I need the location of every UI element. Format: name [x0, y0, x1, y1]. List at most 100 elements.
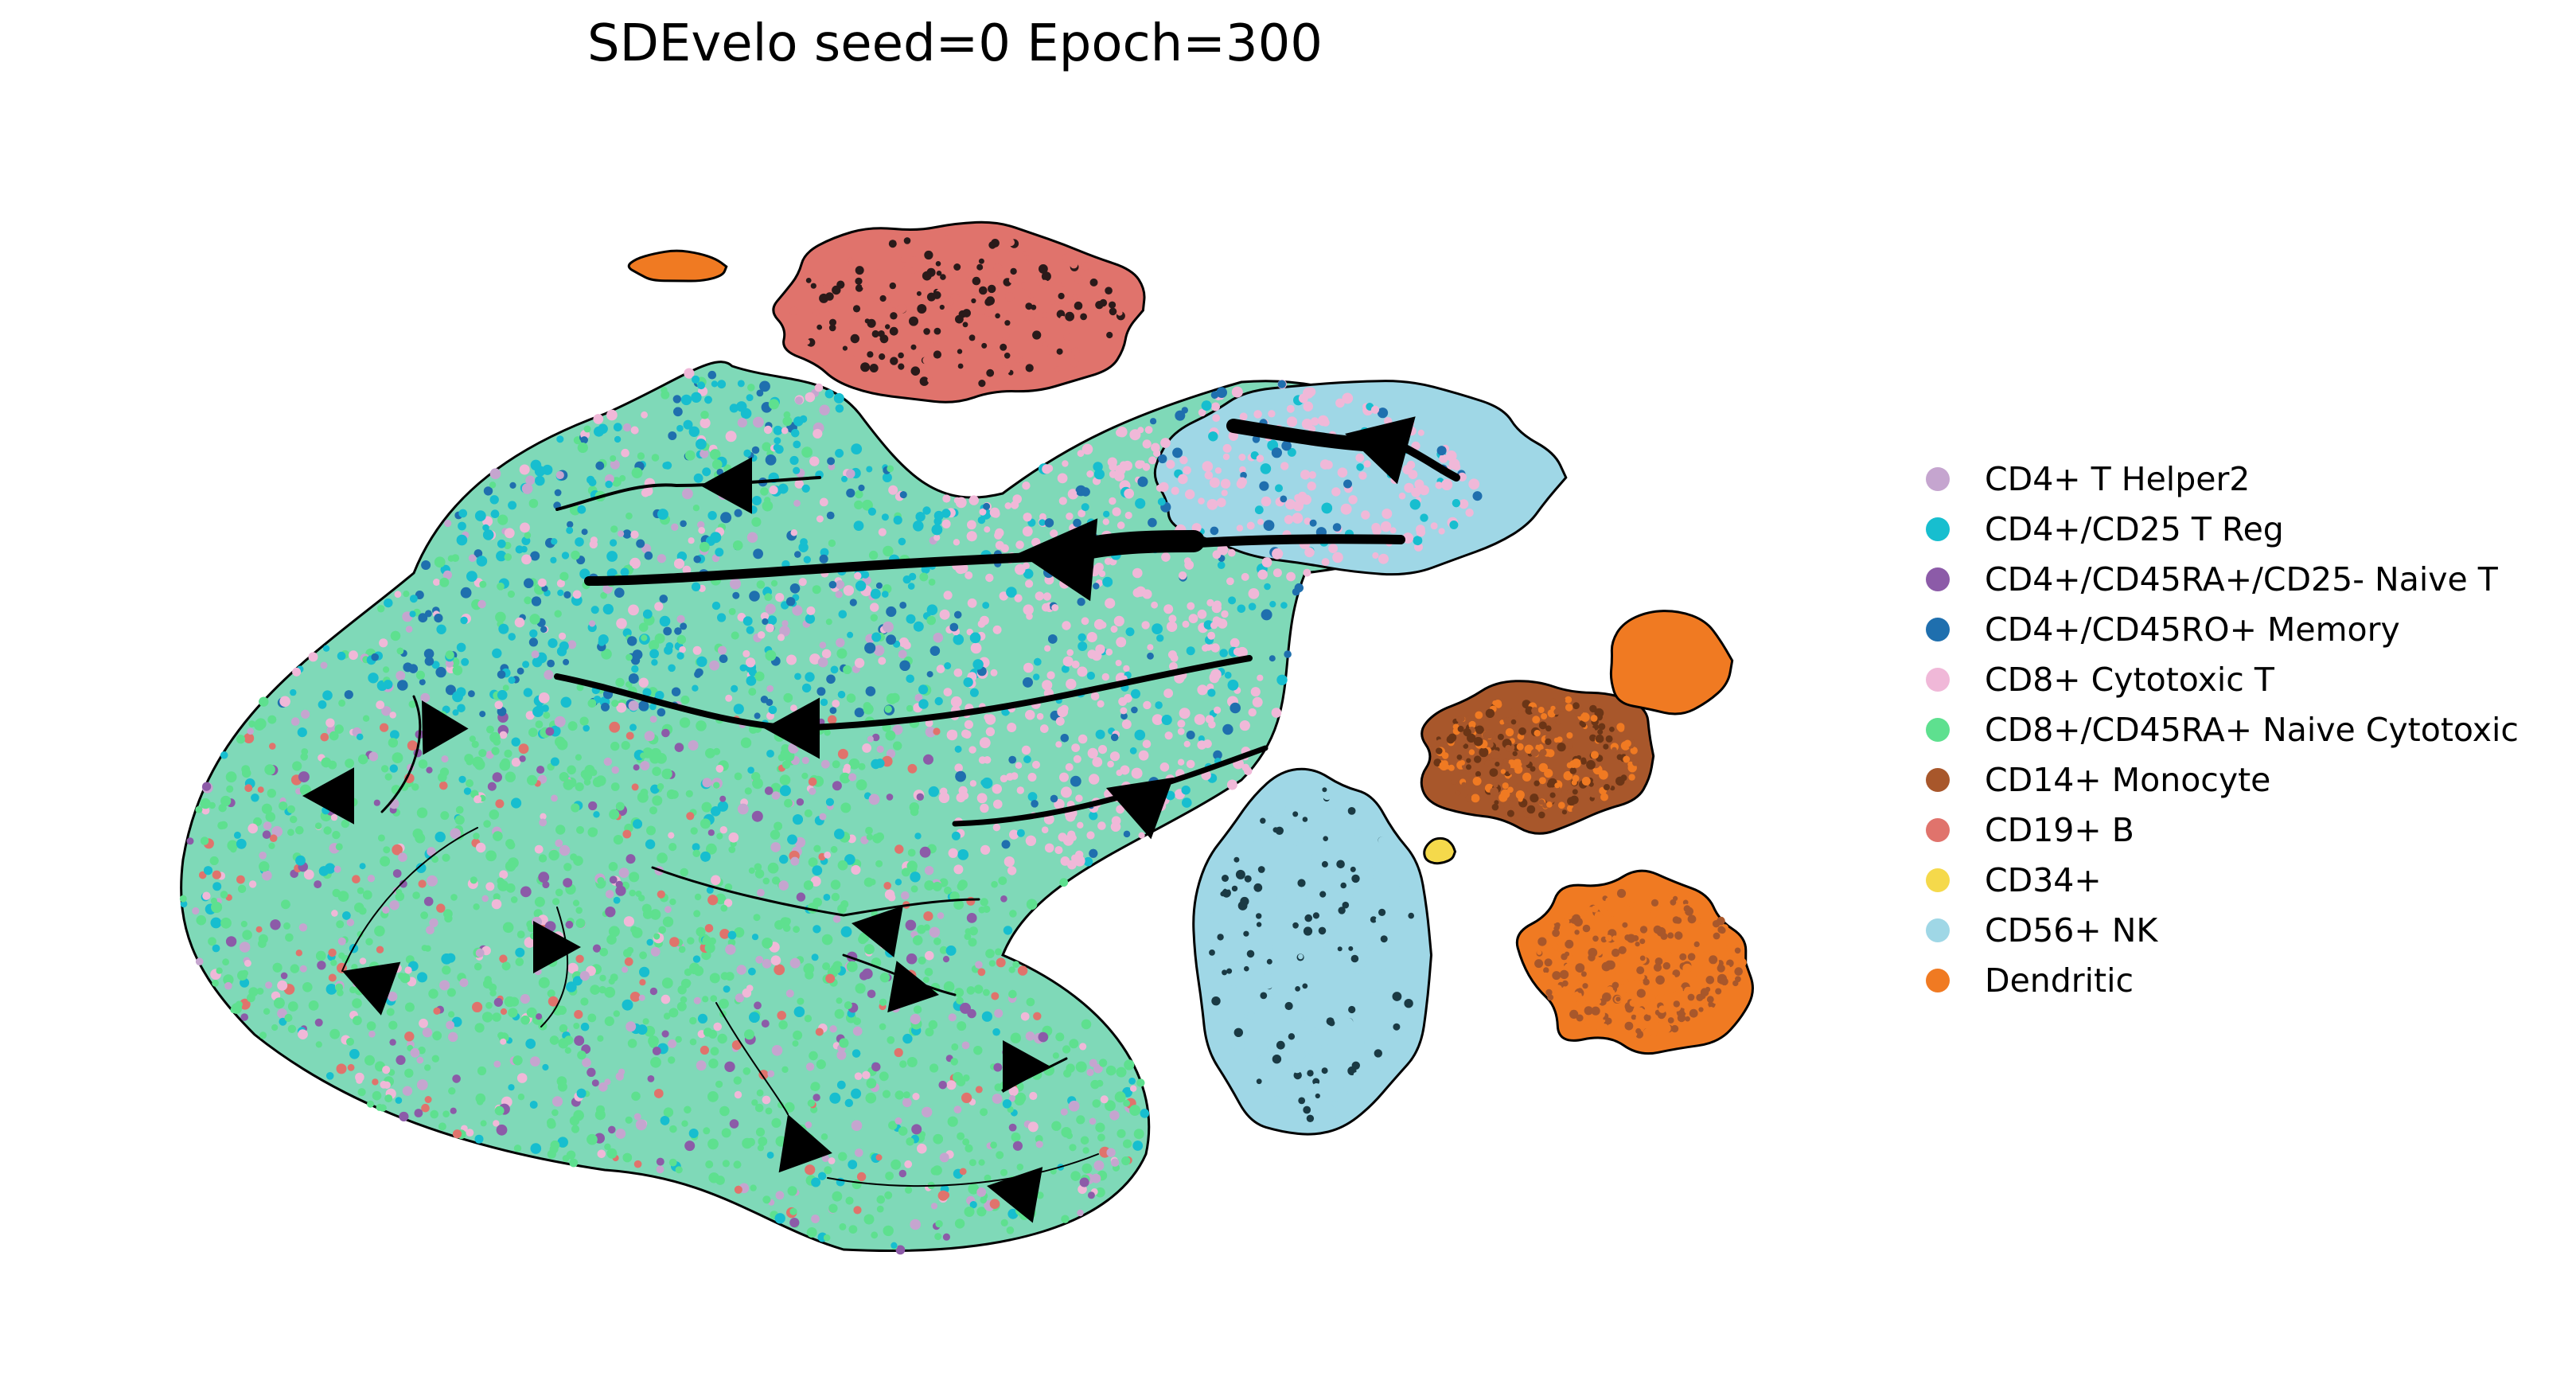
scatter-point — [468, 690, 475, 697]
scatter-point — [902, 575, 911, 584]
scatter-point — [957, 849, 969, 860]
scatter-point — [663, 1107, 674, 1117]
scatter-point — [1643, 978, 1650, 986]
scatter-point — [1201, 400, 1212, 411]
scatter-point — [287, 829, 294, 836]
scatter-point — [631, 1091, 641, 1102]
scatter-point — [1278, 881, 1287, 889]
scatter-point — [817, 657, 828, 668]
scatter-point — [930, 1167, 940, 1176]
scatter-point — [1010, 1032, 1022, 1043]
scatter-point — [1178, 571, 1187, 580]
scatter-point — [637, 1024, 648, 1035]
scatter-point — [1505, 727, 1514, 737]
scatter-point — [884, 889, 895, 900]
scatter-point — [396, 647, 404, 655]
scatter-point — [905, 1186, 913, 1194]
scatter-point — [415, 591, 424, 599]
scatter-point — [1087, 1191, 1095, 1199]
scatter-point — [1643, 1028, 1652, 1037]
scatter-point — [597, 1035, 604, 1042]
scatter-point — [298, 923, 308, 932]
scatter-point — [899, 660, 910, 671]
scatter-point — [556, 435, 564, 443]
scatter-point — [1534, 730, 1541, 737]
scatter-point — [968, 1159, 976, 1167]
scatter-point — [389, 764, 398, 773]
scatter-point — [1591, 1006, 1600, 1016]
scatter-point — [1595, 1013, 1604, 1022]
legend-marker — [1926, 517, 1950, 541]
scatter-point — [912, 1093, 920, 1101]
scatter-point — [655, 691, 664, 700]
scatter-point — [576, 825, 584, 834]
scatter-point — [236, 838, 247, 849]
scatter-point — [372, 1090, 382, 1101]
scatter-point — [1565, 954, 1575, 965]
scatter-point — [1060, 734, 1070, 743]
scatter-point — [1210, 643, 1220, 653]
scatter-point — [950, 1058, 958, 1066]
scatter-point — [1102, 518, 1109, 525]
scatter-point — [333, 865, 341, 873]
scatter-point — [404, 1002, 415, 1012]
scatter-point — [573, 1109, 584, 1121]
scatter-point — [696, 720, 707, 731]
scatter-point — [751, 517, 762, 527]
scatter-point — [1236, 524, 1244, 532]
scatter-point — [1732, 980, 1739, 987]
scatter-point — [1212, 550, 1222, 560]
scatter-point — [1495, 762, 1500, 767]
scatter-point — [1594, 911, 1603, 919]
scatter-point — [1040, 724, 1049, 733]
scatter-point — [524, 596, 532, 605]
scatter-point — [826, 674, 836, 684]
scatter-point — [1721, 977, 1728, 986]
scatter-point — [1081, 1019, 1092, 1030]
scatter-point — [1409, 499, 1421, 510]
scatter-point — [812, 309, 820, 316]
scatter-point — [638, 700, 649, 712]
scatter-point — [399, 1111, 409, 1121]
scatter-point — [1310, 832, 1318, 840]
scatter-point — [1618, 946, 1627, 954]
scatter-point — [657, 554, 666, 563]
scatter-point — [1248, 602, 1257, 610]
scatter-point — [1615, 776, 1625, 786]
scatter-point — [499, 954, 508, 963]
scatter-point — [980, 898, 988, 907]
scatter-point — [1311, 853, 1319, 861]
scatter-point — [493, 997, 503, 1007]
scatter-point — [290, 717, 300, 726]
scatter-point — [898, 1169, 907, 1178]
scatter-point — [763, 425, 773, 435]
scatter-point — [747, 766, 754, 774]
scatter-point — [496, 550, 507, 562]
scatter-point — [1307, 482, 1316, 491]
scatter-point — [530, 551, 540, 561]
scatter-point — [664, 906, 672, 914]
scatter-point — [1179, 708, 1191, 719]
scatter-point — [951, 1043, 959, 1051]
scatter-point — [1298, 1047, 1305, 1055]
scatter-point — [497, 583, 505, 591]
scatter-point — [337, 937, 346, 946]
scatter-point — [823, 1234, 831, 1242]
scatter-point — [1058, 292, 1065, 300]
scatter-point — [1186, 731, 1195, 739]
scatter-point — [404, 1031, 415, 1042]
scatter-point — [481, 1012, 493, 1023]
scatter-point — [1080, 313, 1087, 321]
scatter-point — [973, 1046, 983, 1055]
scatter-point — [919, 572, 929, 582]
scatter-point — [855, 580, 867, 591]
scatter-point — [1004, 353, 1011, 359]
scatter-point — [790, 704, 797, 712]
scatter-point — [388, 738, 398, 748]
scatter-point — [1503, 802, 1510, 809]
scatter-point — [489, 809, 500, 820]
scatter-point — [623, 916, 635, 927]
scatter-point — [863, 1214, 875, 1225]
scatter-point — [211, 902, 223, 913]
scatter-point — [719, 998, 729, 1009]
